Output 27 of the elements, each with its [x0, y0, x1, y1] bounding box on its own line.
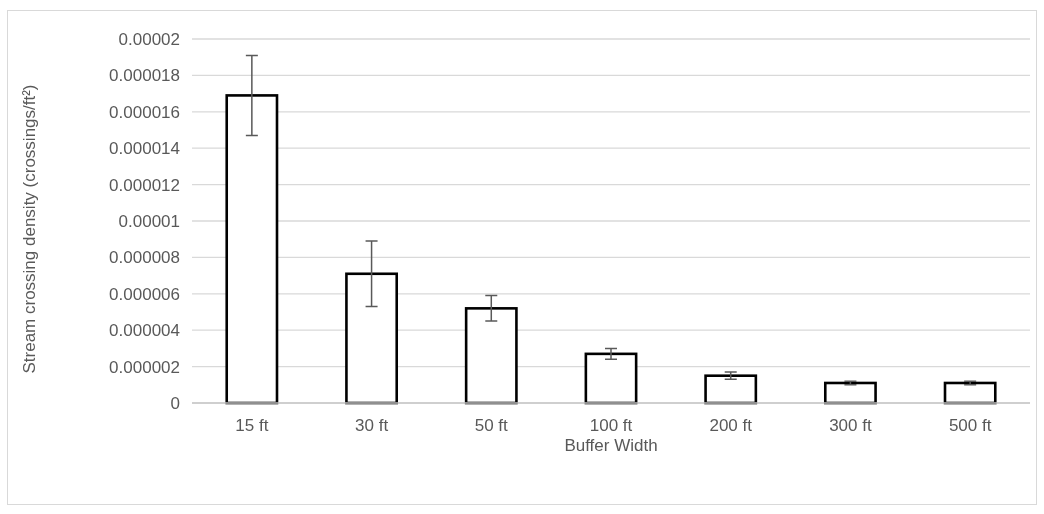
x-tick-label: 300 ft [829, 416, 872, 436]
y-tick-label: 0 [170, 393, 180, 413]
bar [823, 381, 877, 405]
y-tick-label: 0.00001 [118, 211, 180, 231]
bar [584, 352, 638, 405]
x-tick-label: 200 ft [709, 416, 753, 436]
y-tick-label: 0.000018 [109, 66, 180, 86]
y-tick-label: 0.000016 [109, 102, 180, 122]
bar [704, 374, 758, 405]
x-tick-label: 500 ft [948, 416, 992, 436]
y-tick-label: 0.000008 [109, 248, 180, 268]
x-tick-label: 100 ft [589, 416, 633, 436]
y-tick-label: 0.000004 [109, 321, 180, 341]
x-tick-label: 50 ft [474, 416, 509, 436]
bar [943, 381, 997, 405]
bar [225, 94, 279, 405]
x-axis-title: Buffer Width [564, 436, 658, 455]
y-tick-label: 0.00002 [118, 29, 180, 49]
bar [464, 307, 518, 405]
y-tick-label: 0.000014 [109, 139, 180, 159]
x-tick-label: 15 ft [235, 416, 269, 436]
y-tick-label: 0.000006 [109, 284, 180, 304]
bar [345, 272, 399, 405]
y-tick-label: 0.000002 [109, 357, 180, 377]
x-tick-label: 30 ft [355, 416, 389, 436]
y-axis-title: Stream crossing density (crossings/ft²) [20, 84, 39, 374]
y-tick-label: 0.000012 [109, 175, 180, 195]
